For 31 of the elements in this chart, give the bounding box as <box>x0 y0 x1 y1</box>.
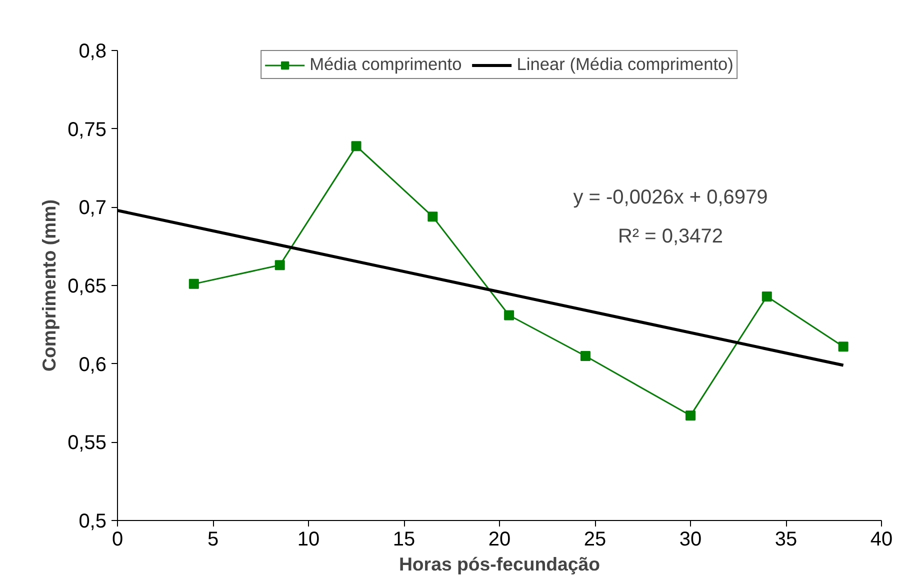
point <box>838 342 848 352</box>
y-tick-label: 0,6 <box>78 354 107 376</box>
y-tick-label: 0,5 <box>78 510 107 532</box>
y-tick-label: 0,75 <box>68 118 107 141</box>
x-tick-label: 0 <box>112 528 124 550</box>
x-axis-title: Horas pós-fecundação <box>398 554 600 574</box>
annotation: R² = 0,3472 <box>618 226 724 248</box>
x-tick-label: 15 <box>392 528 416 550</box>
legend-label: Média comprimento <box>310 54 462 75</box>
point <box>274 260 285 270</box>
legend-label: Linear (Média comprimento) <box>516 54 734 75</box>
y-tick-label: 0,7 <box>78 197 107 220</box>
x-tick-label: 10 <box>297 528 320 550</box>
y-axis-title: Comprimento (mm) <box>38 199 60 372</box>
point <box>351 141 362 152</box>
x-tick-label: 35 <box>774 528 798 550</box>
point <box>188 278 199 289</box>
point <box>686 410 696 421</box>
x-tick-label: 20 <box>488 528 511 550</box>
y-tick-label: 0,55 <box>68 432 107 454</box>
annotation: y = -0,0026x + 0,6979 <box>573 186 768 208</box>
point <box>762 291 772 302</box>
x-tick-label: 5 <box>207 528 219 550</box>
y-tick-label: 0,8 <box>78 40 107 62</box>
x-tick-label: 25 <box>584 528 606 550</box>
point <box>580 351 590 361</box>
point <box>428 212 438 222</box>
point <box>504 310 514 320</box>
x-tick-label: 30 <box>679 528 702 550</box>
x-tick-label: 40 <box>870 528 893 550</box>
y-tick-label: 0,65 <box>68 276 107 298</box>
